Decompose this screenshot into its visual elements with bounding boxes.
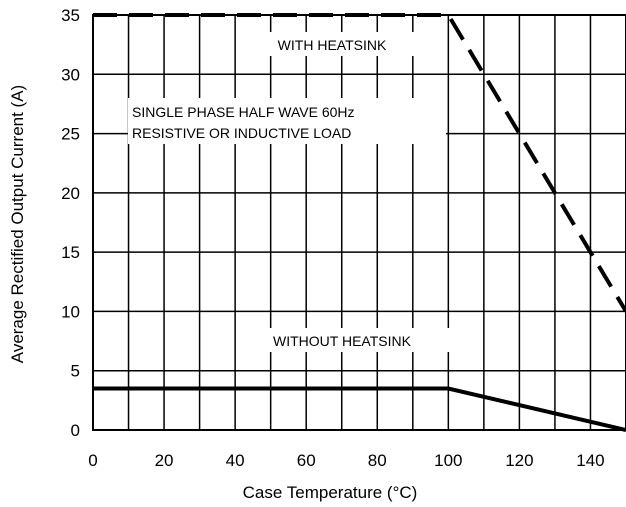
label-layer: WITH HEATSINK SINGLE PHASE HALF WAVE 60H… <box>8 32 466 502</box>
y-tick-label: 20 <box>61 184 80 203</box>
x-tick-label: 0 <box>88 451 97 470</box>
condition-label-bg <box>128 98 446 144</box>
grid <box>92 14 626 431</box>
plot-frame <box>92 14 626 431</box>
x-axis-label: Case Temperature (°C) <box>243 483 418 502</box>
with-heatsink-label: WITH HEATSINK <box>278 37 387 53</box>
y-tick-label: 5 <box>71 362 80 381</box>
condition-label-line1: SINGLE PHASE HALF WAVE 60Hz <box>132 104 355 120</box>
x-tick-label: 60 <box>297 451 316 470</box>
without-heatsink-label-bg <box>242 328 466 352</box>
x-tick-label: 100 <box>434 451 462 470</box>
series-line-without-heatsink <box>93 386 626 432</box>
y-tick-label: 25 <box>61 125 80 144</box>
y-tick-label: 15 <box>61 243 80 262</box>
y-axis-label: Average Rectified Output Current (A) <box>8 85 27 363</box>
series-line-with-heatsink <box>93 13 626 313</box>
y-tick-label: 30 <box>61 65 80 84</box>
tick-labels: 0 20 40 60 80 100 120 140 0 5 10 15 20 25 30 35 <box>61 6 605 470</box>
with-heatsink-label-bg <box>250 32 414 56</box>
x-tick-label: 120 <box>505 451 533 470</box>
y-tick-label: 35 <box>61 6 80 25</box>
y-tick-label: 0 <box>71 421 80 440</box>
plot-area <box>93 13 626 432</box>
condition-label-line2: RESISTIVE OR INDUCTIVE LOAD <box>132 125 351 141</box>
x-tick-label: 20 <box>155 451 174 470</box>
x-tick-label: 40 <box>226 451 245 470</box>
x-tick-label: 80 <box>368 451 387 470</box>
x-tick-label: 140 <box>576 451 604 470</box>
y-tick-label: 10 <box>61 302 80 321</box>
without-heatsink-label: WITHOUT HEATSINK <box>273 333 412 349</box>
